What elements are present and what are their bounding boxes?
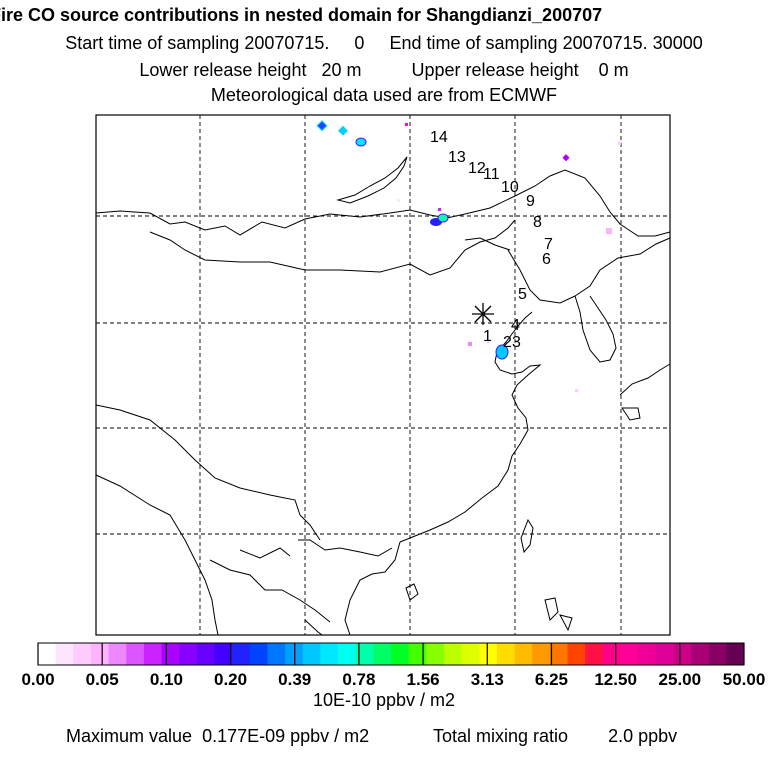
trajectory-label: 14	[430, 129, 448, 146]
colorbar-tick-label: 0.00	[21, 670, 55, 689]
colorbar-unit: 10E-10 ppbv / m2	[312, 690, 456, 710]
colorbar-swatch	[655, 643, 674, 665]
concentration-spots	[316, 120, 621, 392]
trajectory-label: 2	[503, 334, 512, 351]
graticule	[96, 115, 670, 635]
trajectory-label: 11	[483, 166, 500, 183]
colorbar-swatch	[179, 643, 198, 665]
colorbar-swatch	[585, 643, 604, 665]
colorbar-swatch	[532, 643, 551, 665]
upper-label: Upper release height	[411, 60, 579, 80]
lower-label: Lower release height	[139, 60, 307, 80]
end-label: End time of sampling	[389, 33, 558, 53]
start-label: Start time of sampling	[65, 33, 240, 53]
colorbar-swatch	[373, 643, 392, 665]
trajectory-label: 1	[483, 328, 492, 345]
trajectory-label: 6	[542, 251, 551, 268]
colorbar-swatch	[108, 643, 127, 665]
end-value: 20070715. 30000	[562, 33, 703, 53]
colorbar-tick-label: 12.50	[594, 670, 637, 689]
colorbar-tick-label: 1.56	[406, 670, 440, 689]
colorbar-swatch	[514, 643, 533, 665]
colorbar-swatch	[673, 643, 692, 665]
colorbar-swatch	[73, 643, 92, 665]
colorbar-swatch	[320, 643, 339, 665]
upper-value: 0 m	[598, 60, 629, 80]
colorbar-swatch	[602, 643, 621, 665]
meteo-note: Meteorological data used are from ECMWF	[210, 85, 558, 105]
max-value-line: Maximum value 0.177E-09 ppbv / m2	[66, 726, 369, 747]
colorbar-swatch	[161, 643, 180, 665]
colorbar-tick-label: 0.10	[149, 670, 183, 689]
colorbar-tick-label: 25.00	[658, 670, 702, 689]
colorbar-swatch	[38, 643, 57, 665]
max-value: 0.177E-09 ppbv / m2	[202, 726, 370, 746]
colorbar-swatch	[567, 643, 586, 665]
colorbar	[37, 642, 745, 666]
colorbar-swatch	[726, 643, 745, 665]
colorbar-swatch	[638, 643, 657, 665]
release-heights: Lower release height 20 m Upper release …	[0, 60, 768, 81]
coastlines-borders	[95, 156, 671, 636]
colorbar-swatch	[708, 643, 727, 665]
colorbar-tick-label: 0.39	[278, 670, 312, 689]
colorbar-swatch	[285, 643, 304, 665]
total-value: 2.0 ppbv	[608, 726, 678, 746]
start-value: 20070715. 0	[244, 33, 365, 53]
colorbar-swatch	[338, 643, 357, 665]
colorbar-swatch	[496, 643, 515, 665]
trajectory-label: 3	[512, 334, 521, 351]
colorbar-swatch	[249, 643, 268, 665]
trajectory-label: 4	[511, 317, 520, 334]
trajectory-label: 9	[526, 193, 535, 210]
colorbar-tick-label: 0.78	[342, 670, 376, 689]
colorbar-swatch	[232, 643, 251, 665]
colorbar-swatch	[549, 643, 568, 665]
colorbar-tick-label: 0.05	[85, 670, 119, 689]
total-label: Total mixing ratio	[433, 726, 569, 746]
total-mixing-line: Total mixing ratio 2.0 ppbv	[433, 726, 677, 747]
colorbar-swatch	[267, 643, 286, 665]
sampling-times: Start time of sampling 20070715. 0 End t…	[0, 33, 768, 54]
colorbar-swatch	[443, 643, 462, 665]
colorbar-swatch	[408, 643, 427, 665]
trajectory-label: 5	[518, 286, 527, 303]
trajectory-label: 10	[501, 179, 519, 196]
page-title: Fire CO source contributions in nested d…	[0, 5, 603, 25]
trajectory-label: 8	[533, 214, 542, 231]
colorbar-swatch	[355, 643, 374, 665]
map-frame	[95, 114, 671, 636]
lower-value: 20 m	[321, 60, 362, 80]
colorbar-swatch	[391, 643, 410, 665]
colorbar-tick-label: 3.13	[470, 670, 504, 689]
colorbar-swatch	[143, 643, 162, 665]
colorbar-swatch	[214, 643, 233, 665]
colorbar-swatch	[126, 643, 145, 665]
colorbar-swatch	[196, 643, 215, 665]
colorbar-swatch	[461, 643, 480, 665]
colorbar-tick-label: 6.25	[534, 670, 568, 689]
receptor-marker-icon	[472, 303, 494, 325]
colorbar-tick-label: 0.20	[213, 670, 248, 689]
colorbar-swatch	[691, 643, 710, 665]
colorbar-swatch	[90, 643, 109, 665]
colorbar-swatch	[55, 643, 74, 665]
colorbar-swatch	[620, 643, 639, 665]
max-label: Maximum value	[66, 726, 193, 746]
trajectory-labels: 1 2 3 4 5 6 7 8 9 10 11 12 13 14	[430, 129, 553, 351]
trajectory-label: 12	[468, 160, 486, 177]
colorbar-swatch	[426, 643, 445, 665]
colorbar-tick-label: 50.00	[722, 670, 766, 689]
colorbar-swatch	[302, 643, 321, 665]
colorbar-swatch	[479, 643, 498, 665]
trajectory-label: 7	[544, 236, 553, 253]
trajectory-label: 13	[448, 149, 466, 166]
